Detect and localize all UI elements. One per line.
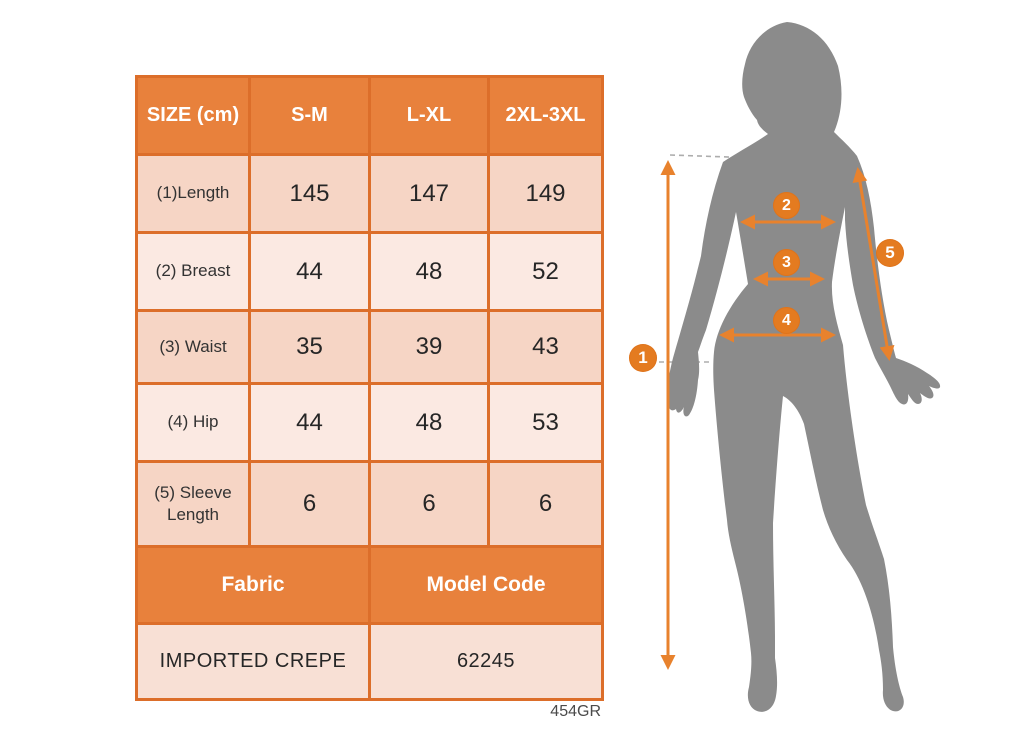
length-value-2xl3xl: 149 [487,153,604,234]
col-header-s-m: S-M [248,75,371,156]
sleeve-value-sm: 6 [248,460,371,548]
size-unit-header: SIZE (cm) [135,75,251,156]
breast-value-sm: 44 [248,231,371,312]
measure-badge-5: 5 [876,239,904,267]
woman-silhouette [666,22,941,712]
row-label-waist: (3) Waist [135,309,251,385]
sleeve-value-2xl3xl: 6 [487,460,604,548]
table-row-sleeve-length: (5) Sleeve Length 6 6 6 [135,460,604,548]
row-label-breast: (2) Breast [135,231,251,312]
length-value-lxl: 147 [368,153,490,234]
waist-value-lxl: 39 [368,309,490,385]
table-row-waist: (3) Waist 35 39 43 [135,309,604,385]
measure-badge-1: 1 [629,344,657,372]
col-header-l-xl: L-XL [368,75,490,156]
fabric-value: IMPORTED CREPE [135,622,371,701]
row-label-length: (1)Length [135,153,251,234]
sleeve-arrow [852,167,895,361]
length-value-sm: 145 [248,153,371,234]
hip-value-2xl3xl: 53 [487,382,604,463]
table-header-row: SIZE (cm) S-M L-XL 2XL-3XL [135,75,604,156]
breast-value-2xl3xl: 52 [487,231,604,312]
measure-badge-4: 4 [773,307,800,334]
table-footer-header-row: Fabric Model Code [135,545,604,625]
col-header-2xl-3xl: 2XL-3XL [487,75,604,156]
hip-value-sm: 44 [248,382,371,463]
weight-code-text: 454GR [550,703,601,720]
waist-value-2xl3xl: 43 [487,309,604,385]
hip-value-lxl: 48 [368,382,490,463]
model-code-header: Model Code [368,545,604,625]
fabric-header: Fabric [135,545,371,625]
row-label-sleeve-length: (5) Sleeve Length [135,460,251,548]
measure-badge-3: 3 [773,249,800,276]
row-label-hip: (4) Hip [135,382,251,463]
table-row-breast: (2) Breast 44 48 52 [135,231,604,312]
breast-value-lxl: 48 [368,231,490,312]
waist-value-sm: 35 [248,309,371,385]
table-row-length: (1)Length 145 147 149 [135,153,604,234]
table-row-hip: (4) Hip 44 48 53 [135,382,604,463]
measurement-figure [650,22,941,712]
table-footer-value-row: IMPORTED CREPE 62245 [135,622,604,701]
sleeve-value-lxl: 6 [368,460,490,548]
model-code-value: 62245 [368,622,604,701]
size-table: SIZE (cm) S-M L-XL 2XL-3XL (1)Length 145… [135,75,604,701]
measure-badge-2: 2 [773,192,800,219]
